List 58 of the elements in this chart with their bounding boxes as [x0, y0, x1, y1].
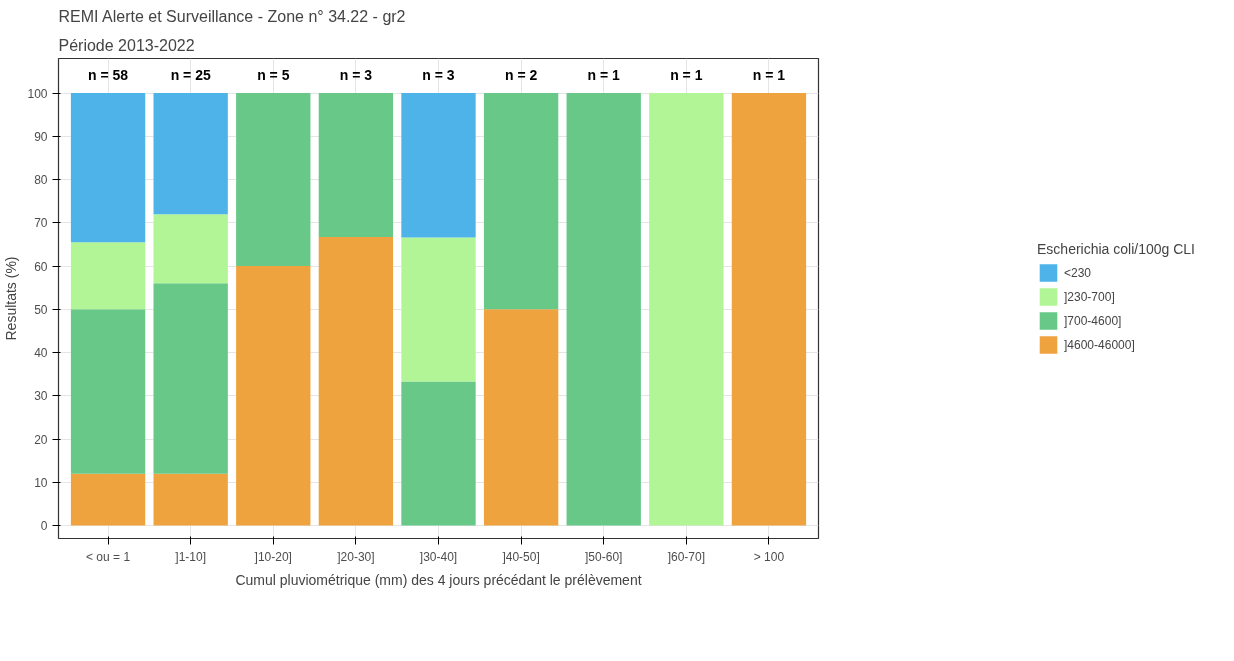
y-tick-label: 20: [34, 432, 48, 447]
x-tick-label: < ou = 1: [86, 549, 131, 564]
bar: [318, 237, 394, 526]
bar: [731, 93, 807, 526]
bar: [70, 242, 146, 310]
y-tick-label: 80: [34, 173, 48, 188]
bar: [483, 309, 559, 526]
bar: [401, 381, 476, 526]
y-tick-label: 0: [40, 519, 48, 534]
annotation: n = 25: [170, 66, 211, 83]
x-tick-label: ]10-20]: [254, 549, 292, 564]
x-axis-title: Cumul pluviométrique (mm) des 4 jours précédant le prélèvement: [235, 571, 642, 588]
bar: [153, 93, 228, 215]
x-tick-label: ]40-50]: [502, 549, 540, 564]
bar: [566, 93, 641, 526]
bar: [401, 237, 476, 382]
bar: [318, 93, 394, 238]
bar: [70, 309, 146, 474]
x-tick-label: ]30-40]: [419, 549, 458, 564]
legend-label: ]700-4600]: [1064, 313, 1122, 328]
legend-label: ]4600-46000]: [1064, 337, 1135, 352]
y-tick-label: 50: [34, 302, 48, 317]
chart-subtitle: Période 2013-2022: [58, 36, 195, 54]
bar: [483, 93, 559, 310]
y-tick-label: 90: [34, 129, 48, 144]
legend-label: ]230-700]: [1064, 289, 1115, 304]
y-tick-label: 70: [34, 216, 48, 231]
bar: [236, 93, 311, 267]
x-tick-label: ]60-70]: [667, 549, 706, 564]
chart-title: REMI Alerte et Surveillance - Zone n° 34.22 - gr2: [58, 7, 406, 25]
annotation: n = 5: [257, 66, 290, 83]
y-tick-label: 100: [27, 86, 48, 101]
bar: [153, 283, 228, 474]
y-tick-label: 30: [34, 389, 48, 404]
annotation: n = 1: [670, 66, 703, 83]
annotation: n = 3: [339, 66, 373, 83]
x-tick-label: > 100: [753, 549, 785, 564]
bar: [153, 214, 228, 284]
y-axis-title: Resultats (%): [3, 256, 20, 341]
bar: [649, 93, 724, 526]
x-tick-label: ]20-30]: [337, 549, 375, 564]
x-tick-label: ]1-10]: [175, 549, 207, 564]
y-tick-label: 40: [34, 346, 48, 361]
y-tick-label: 60: [34, 259, 48, 274]
bar: [236, 266, 311, 526]
annotation: n = 58: [88, 66, 129, 83]
legend-title: Escherichia coli/100g CLI: [1037, 240, 1195, 257]
y-tick-label: 10: [34, 475, 48, 490]
legend-label: <230: [1064, 265, 1092, 280]
annotation: n = 3: [422, 66, 455, 83]
annotation: n = 1: [587, 66, 621, 83]
bar: [401, 93, 476, 238]
bar: [153, 473, 228, 526]
bar: [70, 93, 146, 243]
annotation: n = 2: [504, 66, 538, 83]
bar: [70, 473, 146, 526]
x-tick-label: ]50-60]: [585, 549, 623, 564]
annotation: n = 1: [752, 66, 786, 83]
